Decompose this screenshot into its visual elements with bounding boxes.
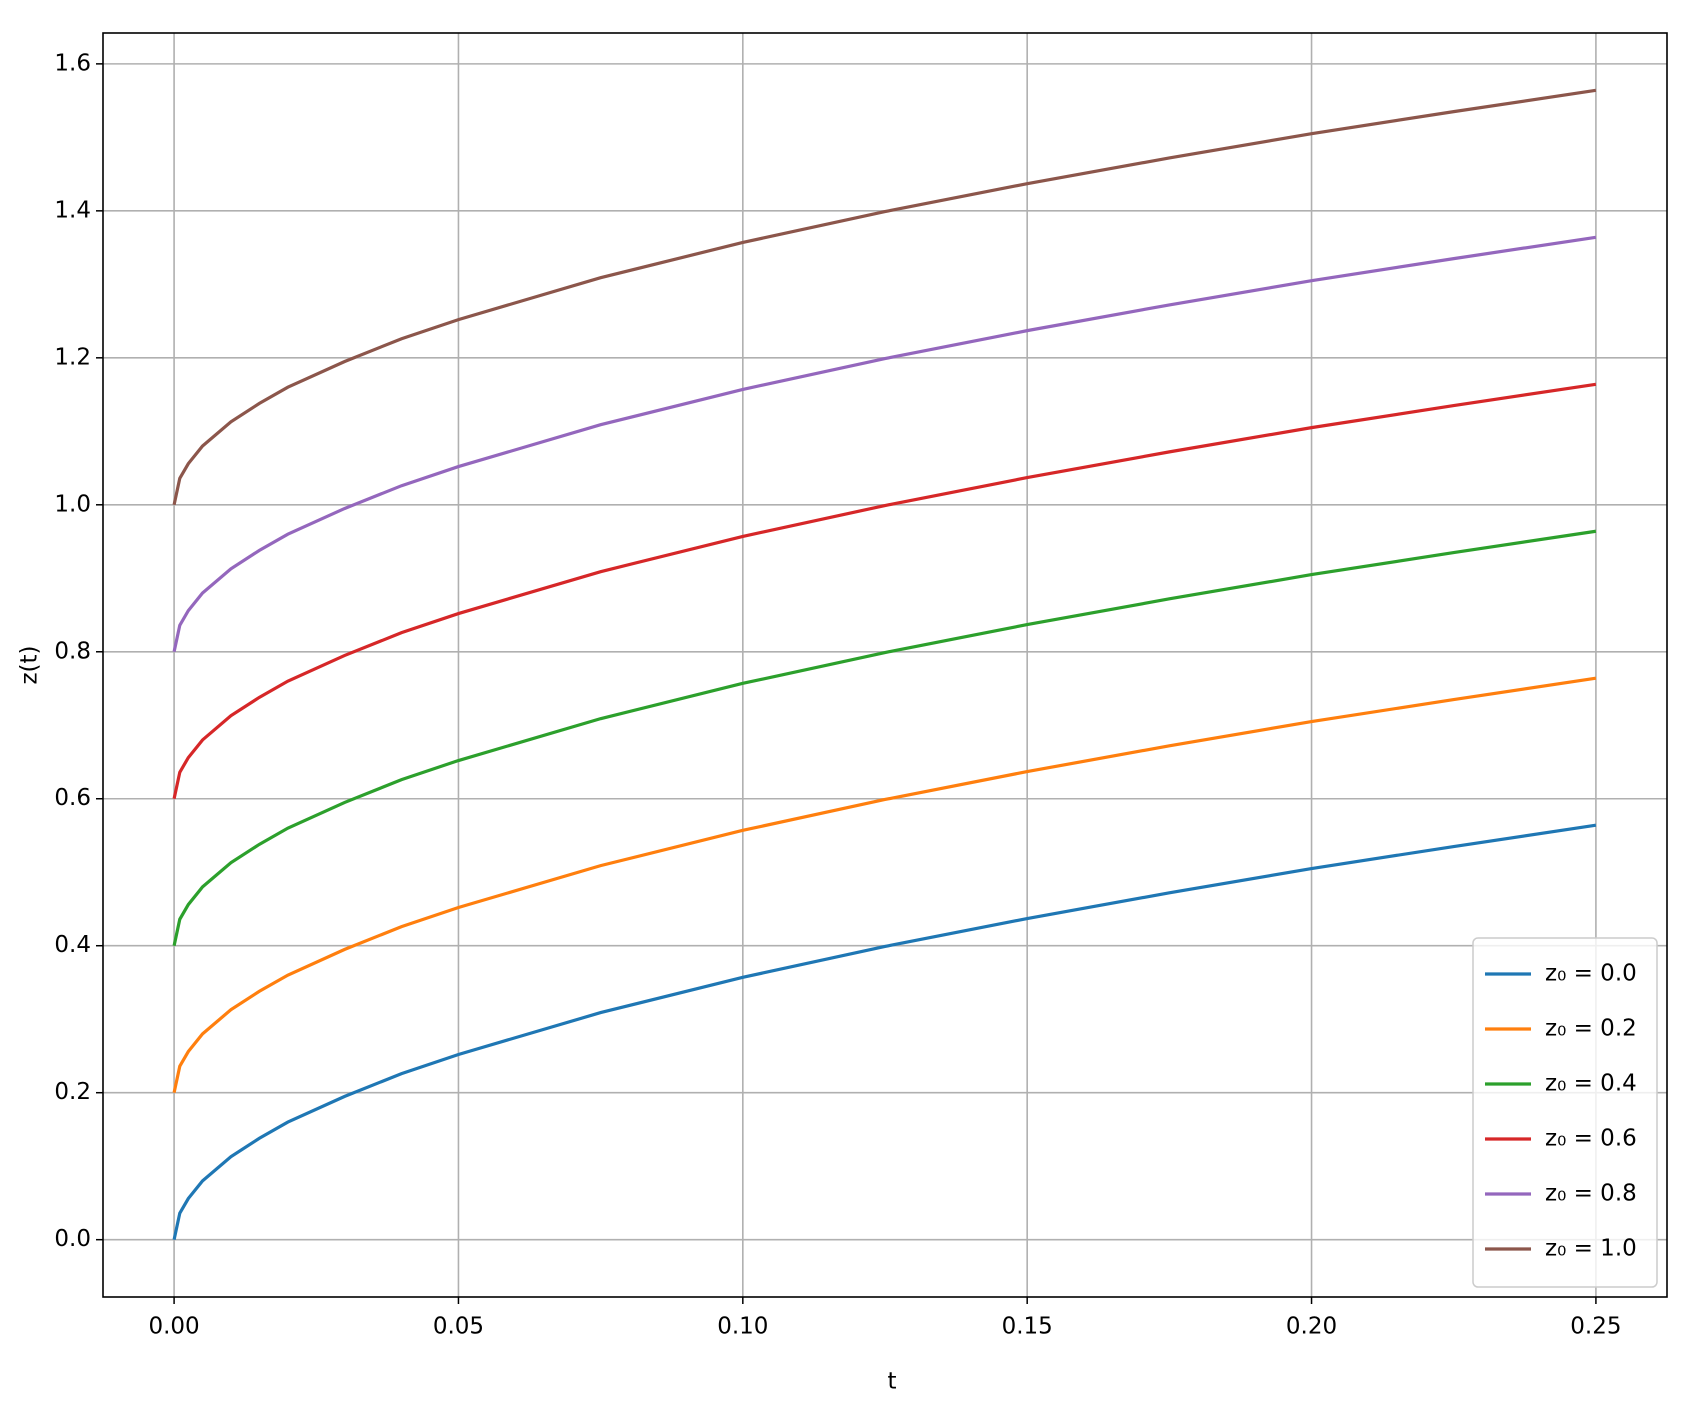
- series-line: [172, 529, 1597, 947]
- legend-label: z₀ = 0.2: [1545, 1016, 1637, 1042]
- legend-label: z₀ = 0.0: [1545, 961, 1637, 987]
- series-line: [172, 235, 1597, 653]
- y-tick-label: 0.0: [54, 1226, 91, 1252]
- y-tick-label: 1.4: [54, 197, 91, 223]
- y-axis-label: z(t): [17, 645, 43, 684]
- series-line: [172, 823, 1597, 1241]
- y-tick-label: 0.8: [54, 638, 91, 664]
- x-tick-label: 0.20: [1286, 1314, 1337, 1340]
- legend-label: z₀ = 0.4: [1545, 1071, 1637, 1097]
- legend: z₀ = 0.0 z₀ = 0.2 z₀ = 0.4 z₀ = 0.6 z₀ = 0.8…: [1472, 937, 1658, 1288]
- legend-label: z₀ = 0.8: [1545, 1181, 1637, 1207]
- series-line: [172, 382, 1597, 800]
- x-tick-label: 0.10: [717, 1314, 768, 1340]
- y-tick-label: 1.0: [54, 491, 91, 517]
- x-tick-label: 0.00: [148, 1314, 199, 1340]
- x-axis-label: t: [887, 1369, 896, 1395]
- plot-frame: [102, 32, 1668, 1298]
- legend-box: [1472, 937, 1658, 1288]
- legend-label: z₀ = 1.0: [1545, 1236, 1637, 1262]
- y-tick-label: 1.2: [54, 344, 91, 370]
- x-tick-label: 0.25: [1570, 1314, 1621, 1340]
- y-tick-label: 0.2: [54, 1079, 91, 1105]
- y-tick-label: 0.6: [54, 785, 91, 811]
- series-line: [172, 676, 1597, 1094]
- legend-label: z₀ = 0.6: [1545, 1126, 1637, 1152]
- y-tick-label: 1.6: [54, 50, 91, 76]
- y-tick-label: 0.4: [54, 932, 91, 958]
- series-line: [172, 88, 1597, 506]
- x-tick-label: 0.05: [433, 1314, 484, 1340]
- x-tick-label: 0.15: [1002, 1314, 1053, 1340]
